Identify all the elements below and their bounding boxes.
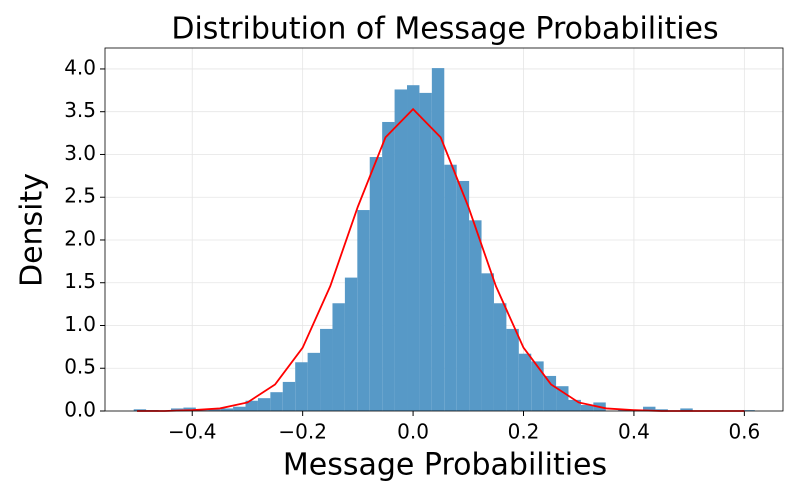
- bar: [307, 352, 321, 411]
- x-tick-label: 0.4: [618, 420, 650, 444]
- bar: [332, 303, 345, 411]
- bar: [257, 398, 271, 411]
- bar: [643, 406, 656, 411]
- bar: [680, 408, 693, 411]
- bar: [344, 277, 358, 411]
- bar: [245, 400, 258, 411]
- bar: [742, 410, 755, 411]
- y-tick-label: 0.5: [64, 355, 96, 379]
- bar: [183, 407, 196, 411]
- bar: [220, 408, 234, 411]
- bar: [394, 89, 408, 411]
- bar: [456, 180, 470, 411]
- bar: [469, 220, 482, 411]
- bar: [208, 409, 221, 411]
- bar: [431, 68, 445, 412]
- bar: [506, 328, 519, 411]
- bar: [233, 406, 246, 411]
- x-tick-label: −0.2: [278, 420, 327, 444]
- bar: [531, 361, 544, 411]
- bar: [357, 210, 370, 411]
- x-tick-label: −0.4: [168, 420, 217, 444]
- y-tick-label: 1.0: [64, 312, 96, 336]
- bar: [369, 157, 383, 411]
- density-curve: [137, 107, 745, 412]
- bar: [282, 381, 296, 411]
- bar: [481, 273, 494, 411]
- bar: [320, 328, 333, 411]
- bar: [419, 92, 432, 412]
- y-tick-label: 3.0: [64, 141, 96, 165]
- y-axis-label: Density: [15, 173, 50, 287]
- y-tick-label: 2.0: [64, 226, 96, 250]
- bar: [493, 303, 507, 411]
- y-tick-label: 1.5: [64, 269, 96, 293]
- bar: [568, 399, 581, 411]
- y-tick-label: 3.5: [64, 98, 96, 122]
- bar: [295, 362, 308, 411]
- bar: [382, 121, 395, 411]
- bar: [543, 375, 557, 411]
- bar: [407, 85, 420, 412]
- y-tick-label: 2.5: [64, 184, 96, 208]
- x-tick-label: 0.2: [508, 420, 540, 444]
- y-tick-label: 0.0: [64, 398, 96, 422]
- bar: [270, 392, 283, 411]
- bar: [556, 386, 569, 411]
- bar: [580, 405, 594, 411]
- x-tick-label: 0.6: [728, 420, 760, 444]
- bar: [518, 353, 532, 411]
- chart-title: Distribution of Message Probabilities: [171, 12, 718, 47]
- x-axis-label: Message Probabilities: [283, 448, 607, 483]
- bar: [444, 164, 457, 411]
- bar: [195, 410, 209, 411]
- plot-frame: [104, 47, 784, 412]
- x-tick-label: 0.0: [397, 420, 429, 444]
- y-tick-label: 4.0: [64, 55, 96, 79]
